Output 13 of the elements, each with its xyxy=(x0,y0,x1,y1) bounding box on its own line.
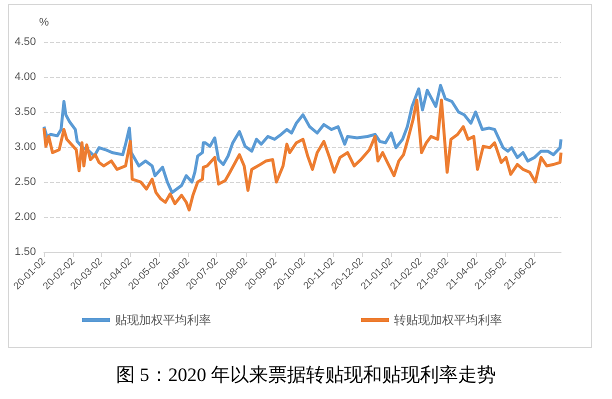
line-series xyxy=(42,84,562,194)
line-series xyxy=(42,98,562,212)
y-tick-label: 2.00 xyxy=(14,211,36,223)
legend-label: 转贴现加权平均利率 xyxy=(394,313,502,327)
y-tick-label: 3.00 xyxy=(14,141,36,153)
legend-label: 贴现加权平均利率 xyxy=(115,313,211,327)
y-axis-title: % xyxy=(39,16,50,28)
caption: 图 5：2020 年以来票据转贴现和贴现利率走势 xyxy=(115,364,497,388)
y-tick-label: 4.50 xyxy=(14,36,36,48)
y-tick-label: 2.50 xyxy=(14,176,36,188)
y-tick-label: 1.50 xyxy=(14,246,36,258)
y-tick-label: 3.50 xyxy=(14,106,36,118)
y-tick-label: 4.00 xyxy=(14,71,36,83)
